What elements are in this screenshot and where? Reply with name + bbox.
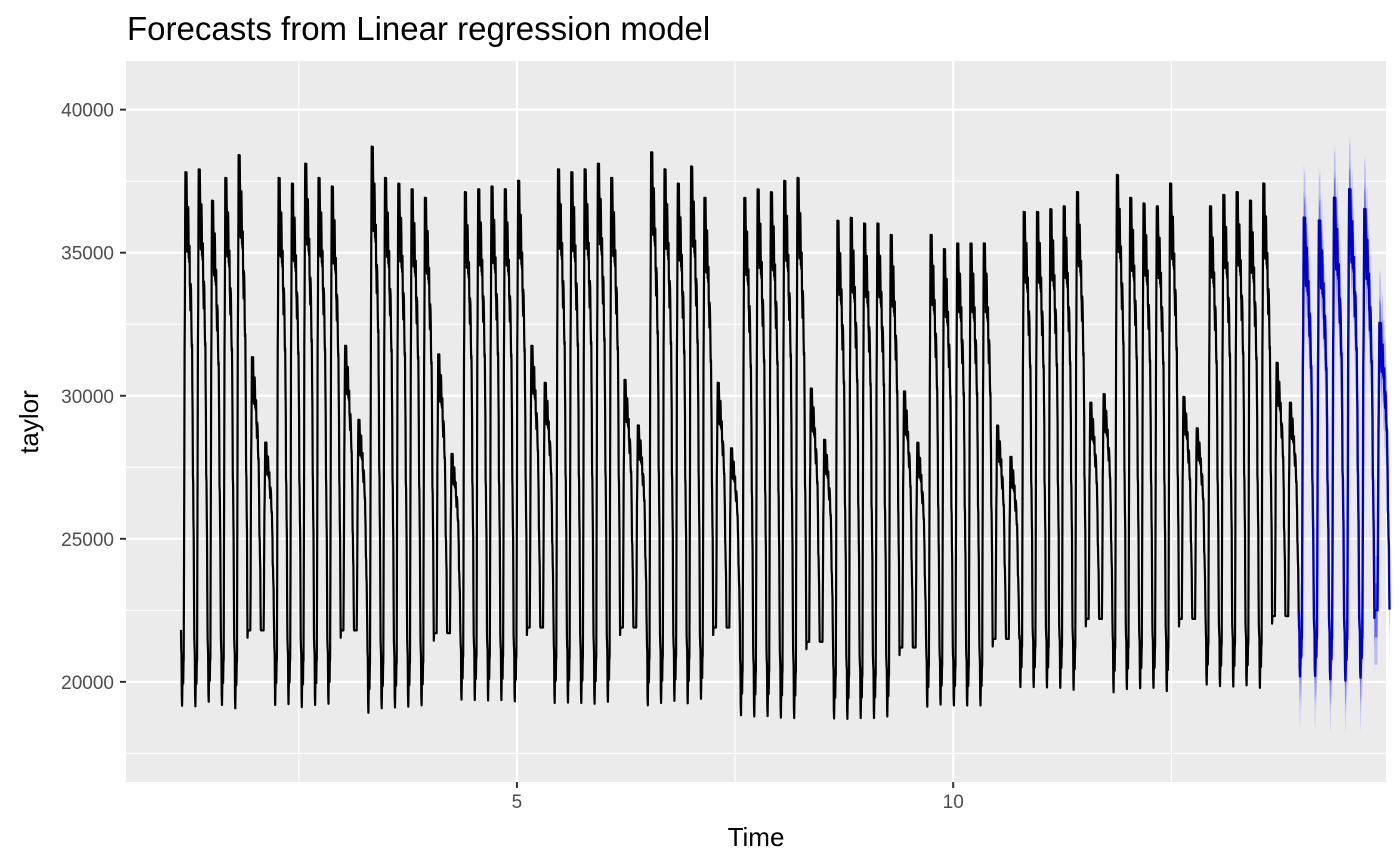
y-tick-label: 35000 <box>61 244 114 265</box>
y-tick-label: 30000 <box>61 387 114 408</box>
y-axis-ticks: 20000 25000 30000 35000 40000 <box>61 101 126 694</box>
x-tick-label: 10 <box>943 792 964 813</box>
x-axis-title: Time <box>728 822 785 852</box>
y-tick-label: 25000 <box>61 530 114 551</box>
series-lines <box>179 145 1391 720</box>
x-tick-label: 5 <box>512 792 523 813</box>
forecast-mean-line <box>1297 187 1391 682</box>
observed-series-line <box>179 145 1300 720</box>
y-tick-label: 20000 <box>61 673 114 694</box>
y-axis-title: taylor <box>14 390 44 454</box>
y-tick-label: 40000 <box>61 101 114 122</box>
x-axis-ticks: 5 10 <box>512 782 964 813</box>
chart-title: Forecasts from Linear regression model <box>127 10 710 47</box>
